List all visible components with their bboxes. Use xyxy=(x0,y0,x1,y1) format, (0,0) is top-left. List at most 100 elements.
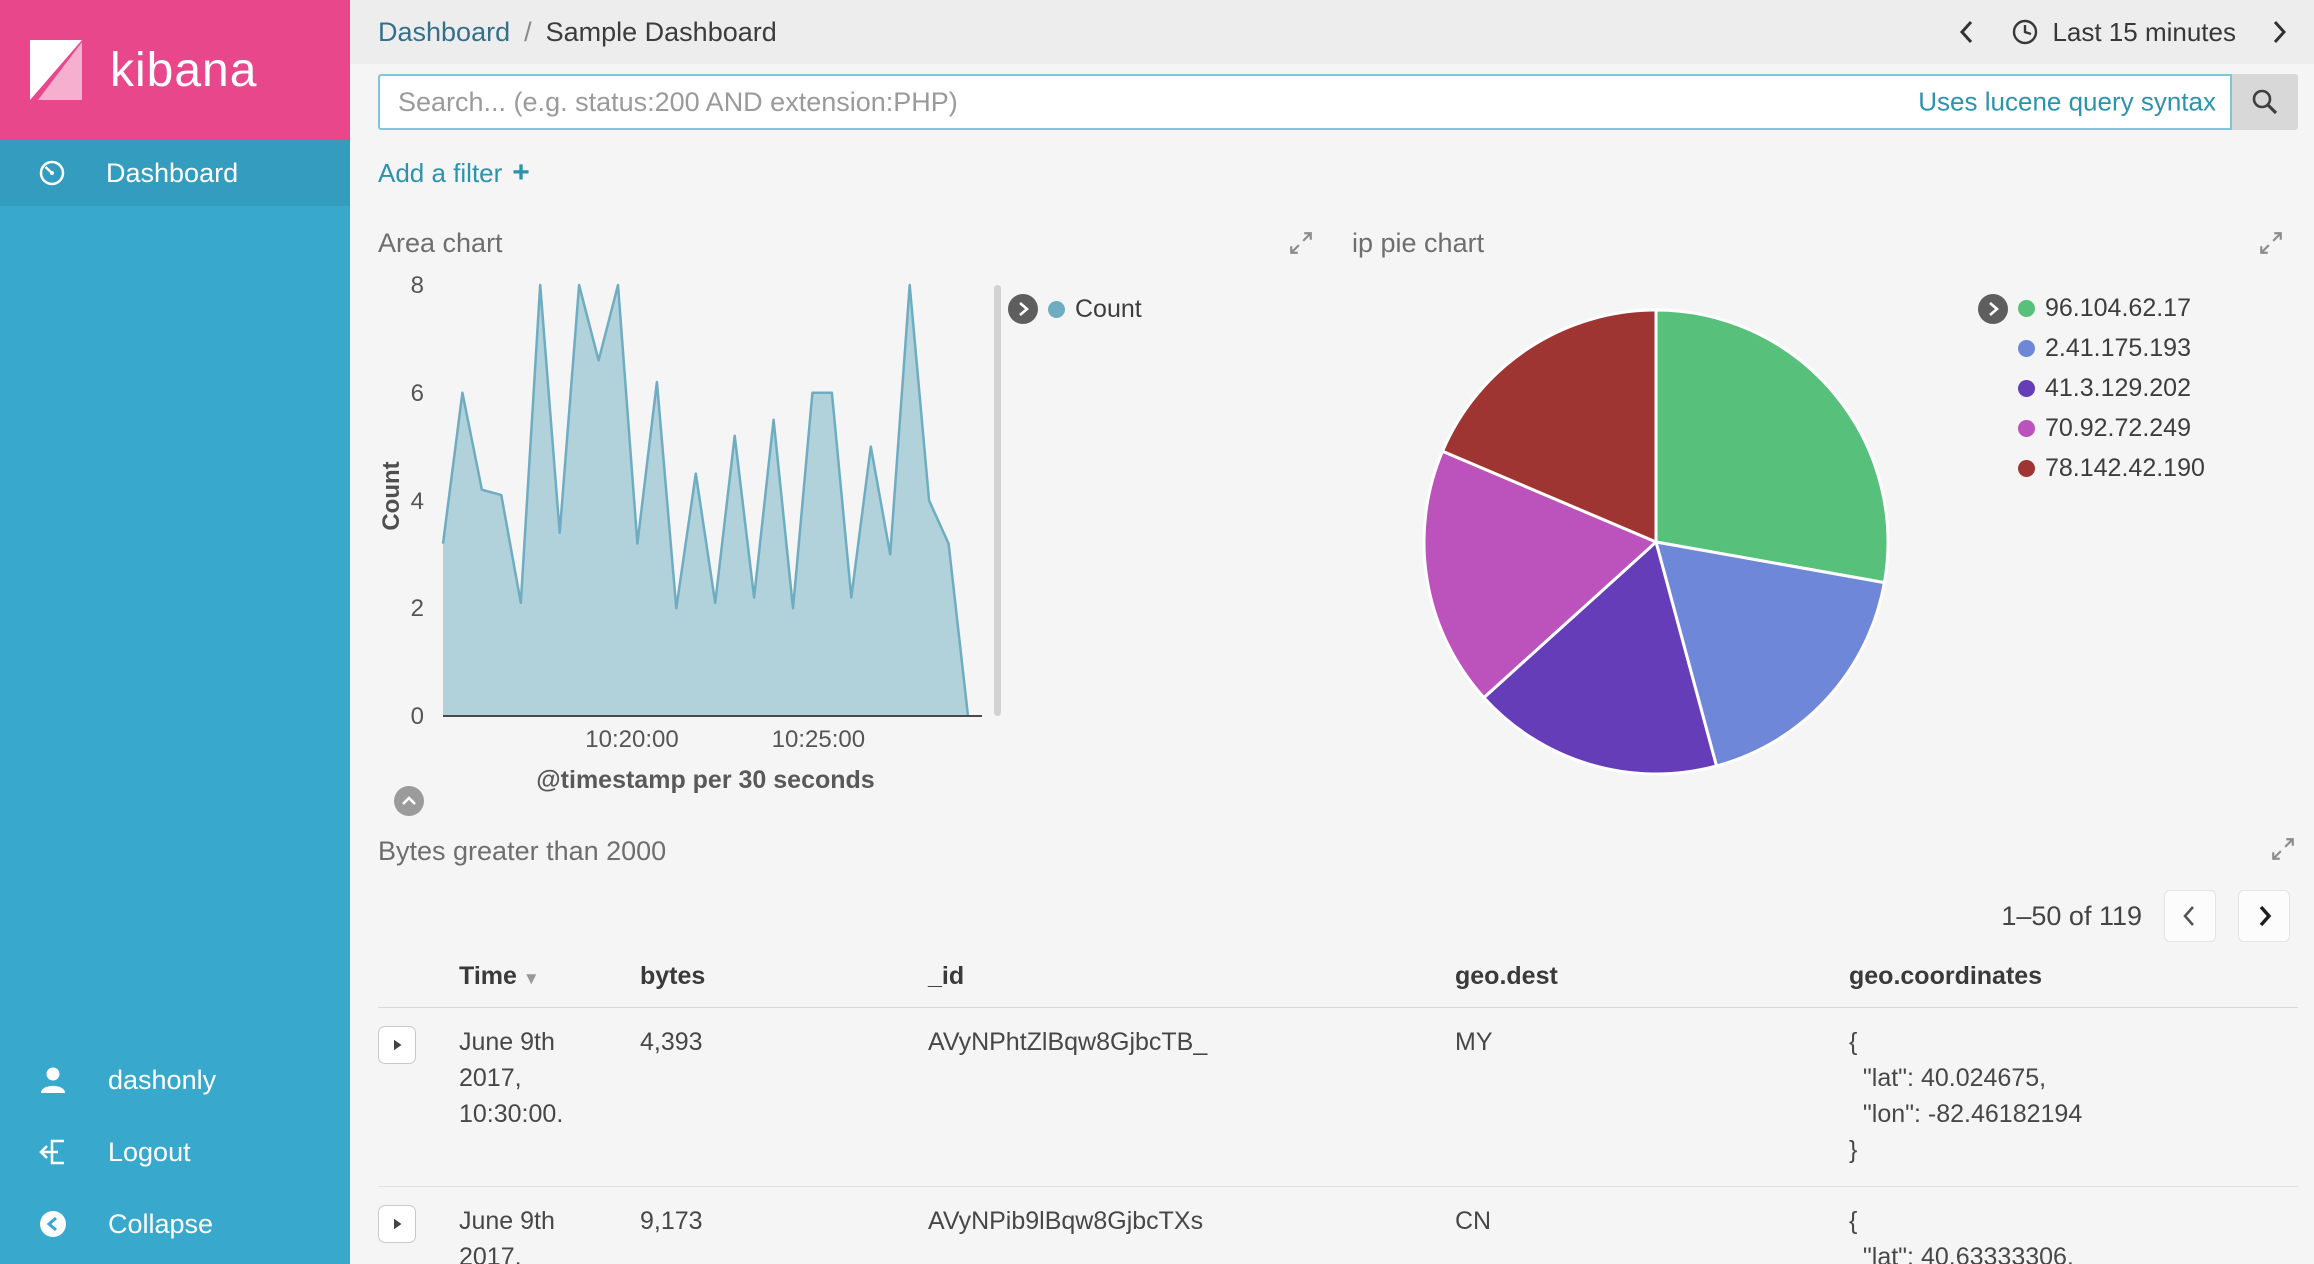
x-tick-label: 10:20:00 xyxy=(585,726,679,753)
expand-row-button[interactable] xyxy=(378,1205,416,1243)
legend-swatch xyxy=(2018,420,2035,437)
kibana-logo-icon xyxy=(30,40,82,100)
chevron-right-icon xyxy=(1989,302,1999,316)
legend-label: 70.92.72.249 xyxy=(2045,414,2191,442)
topbar: Dashboard / Sample Dashboard Last 15 min… xyxy=(350,0,2314,64)
sidebar-item-collapse[interactable]: Collapse xyxy=(0,1188,350,1260)
filter-bar: Add a filter + xyxy=(378,156,530,190)
next-page-button[interactable] xyxy=(2238,890,2290,942)
area-chart-svg[interactable] xyxy=(441,283,982,717)
legend-toggle-button[interactable] xyxy=(1978,294,2008,324)
lucene-syntax-link[interactable]: Uses lucene query syntax xyxy=(1918,86,2216,117)
time-picker-label: Last 15 minutes xyxy=(2052,16,2236,47)
logout-icon xyxy=(39,1139,64,1165)
pie-panel-title: ip pie chart xyxy=(1352,228,1485,258)
page-count: 1–50 of 119 xyxy=(2001,900,2142,931)
sidebar-item-user[interactable]: dashonly xyxy=(0,1044,350,1116)
pie-chart-svg[interactable] xyxy=(1421,307,1891,777)
cell-geo-dest: CN xyxy=(1455,1207,1492,1235)
pie-slice[interactable] xyxy=(1482,540,1718,776)
search-input[interactable] xyxy=(378,74,2232,130)
legend-swatch xyxy=(2018,340,2035,357)
legend-label[interactable]: Count xyxy=(1075,294,1142,323)
search-icon xyxy=(2252,89,2278,115)
pie-slice[interactable] xyxy=(1654,540,1886,768)
column-header-bytes[interactable]: bytes xyxy=(640,962,706,990)
table-row: June 9th 2017, 9,173 AVyNPib9lBqw8GjbcTX… xyxy=(378,1187,2298,1264)
y-tick-label: 4 xyxy=(410,487,424,515)
legend-item[interactable]: 41.3.129.202 xyxy=(2018,374,2205,403)
area-legend: Count xyxy=(1008,294,1142,324)
username-label: dashonly xyxy=(108,1064,217,1095)
expand-panel-icon[interactable] xyxy=(2258,230,2284,261)
legend-label: 78.142.42.190 xyxy=(2045,454,2205,482)
pagination: 1–50 of 119 xyxy=(2001,890,2290,942)
expand-panel-icon[interactable] xyxy=(1288,230,1314,261)
caret-right-icon xyxy=(394,1039,402,1051)
column-header-geo-coordinates[interactable]: geo.coordinates xyxy=(1849,962,2043,990)
legend-label: 96.104.62.17 xyxy=(2045,294,2191,322)
pie-slice[interactable] xyxy=(1441,308,1658,544)
table-panel-title: Bytes greater than 2000 xyxy=(378,836,667,866)
cell-geo-dest: MY xyxy=(1455,1028,1493,1056)
y-tick-label: 6 xyxy=(410,379,424,407)
collapse-icon xyxy=(40,1211,66,1237)
kibana-logo[interactable]: kibana xyxy=(0,0,350,140)
column-header-id[interactable]: _id xyxy=(928,962,965,990)
legend-swatch xyxy=(2018,300,2035,317)
chart-scrollbar[interactable] xyxy=(994,285,1001,716)
legend-swatch[interactable] xyxy=(1048,300,1065,318)
chevron-up-icon xyxy=(402,796,416,805)
caret-right-icon xyxy=(394,1218,402,1230)
time-picker[interactable]: Last 15 minutes xyxy=(2010,17,2236,48)
cell-geo-coordinates: { "lat": 40.024675, "lon": -82.46182194 … xyxy=(1849,1028,2083,1164)
pie-slice[interactable] xyxy=(1422,449,1658,700)
legend-item[interactable]: 70.92.72.249 xyxy=(2018,414,2205,443)
expand-panel-icon[interactable] xyxy=(2270,836,2296,867)
logout-label: Logout xyxy=(108,1136,191,1167)
area-y-axis: 0 2 4 6 8 xyxy=(378,272,432,730)
legend-label: 41.3.129.202 xyxy=(2045,374,2191,402)
plus-icon[interactable]: + xyxy=(512,156,530,189)
breadcrumb-current: Sample Dashboard xyxy=(545,16,777,47)
search-button[interactable] xyxy=(2232,74,2298,130)
legend-item[interactable]: 2.41.175.193 xyxy=(2018,334,2205,363)
time-back-button[interactable] xyxy=(1950,12,1984,52)
time-forward-button[interactable] xyxy=(2262,12,2296,52)
collapse-chart-button[interactable] xyxy=(394,786,424,816)
clock-icon xyxy=(2013,19,2038,45)
chevron-left-icon xyxy=(2183,906,2194,926)
expand-row-button[interactable] xyxy=(378,1026,416,1064)
sidebar-nav: Dashboard xyxy=(0,140,350,206)
legend-swatch xyxy=(2018,460,2035,477)
sidebar-item-dashboard[interactable]: Dashboard xyxy=(0,140,350,206)
y-tick-label: 2 xyxy=(410,595,424,623)
sidebar-item-label: Dashboard xyxy=(106,157,239,188)
sidebar-item-logout[interactable]: Logout xyxy=(0,1116,350,1188)
kibana-logo-text: kibana xyxy=(110,43,258,97)
dashboard-content: Uses lucene query syntax Add a filter + … xyxy=(350,64,2314,1264)
legend-toggle-button[interactable] xyxy=(1008,294,1038,324)
collapse-label: Collapse xyxy=(108,1208,214,1239)
pie-slice[interactable] xyxy=(1654,308,1890,585)
main-area: Dashboard / Sample Dashboard Last 15 min… xyxy=(350,0,2314,1264)
y-tick-label: 8 xyxy=(410,272,424,299)
breadcrumb-dashboard-link[interactable]: Dashboard xyxy=(378,16,511,47)
legend-item[interactable]: 96.104.62.17 xyxy=(2018,294,2205,323)
legend-label: 2.41.175.193 xyxy=(2045,334,2191,362)
column-header-time[interactable]: Time ▼ xyxy=(459,962,540,990)
documents-table: Time ▼ bytes _id geo.dest geo.coordinates xyxy=(378,954,2298,1264)
cell-bytes: 4,393 xyxy=(640,1028,703,1056)
previous-page-button[interactable] xyxy=(2164,890,2216,942)
pie-legend: 96.104.62.17 2.41.175.193 41.3.129.202 xyxy=(1978,294,2205,483)
add-filter-link[interactable]: Add a filter xyxy=(378,157,503,188)
panel-data-table: Bytes greater than 2000 1–50 of 119 xyxy=(378,834,2298,1264)
sidebar-footer: dashonly Logout Collapse xyxy=(0,1044,350,1260)
cell-time: June 9th 2017, 10:30:00. xyxy=(459,1028,564,1128)
legend-item[interactable]: 78.142.42.190 xyxy=(2018,454,2205,483)
cell-time: June 9th 2017, xyxy=(459,1207,555,1264)
cell-id: AVyNPhtZlBqw8GjbcTB_ xyxy=(928,1028,1208,1056)
column-header-geo-dest[interactable]: geo.dest xyxy=(1455,962,1558,990)
